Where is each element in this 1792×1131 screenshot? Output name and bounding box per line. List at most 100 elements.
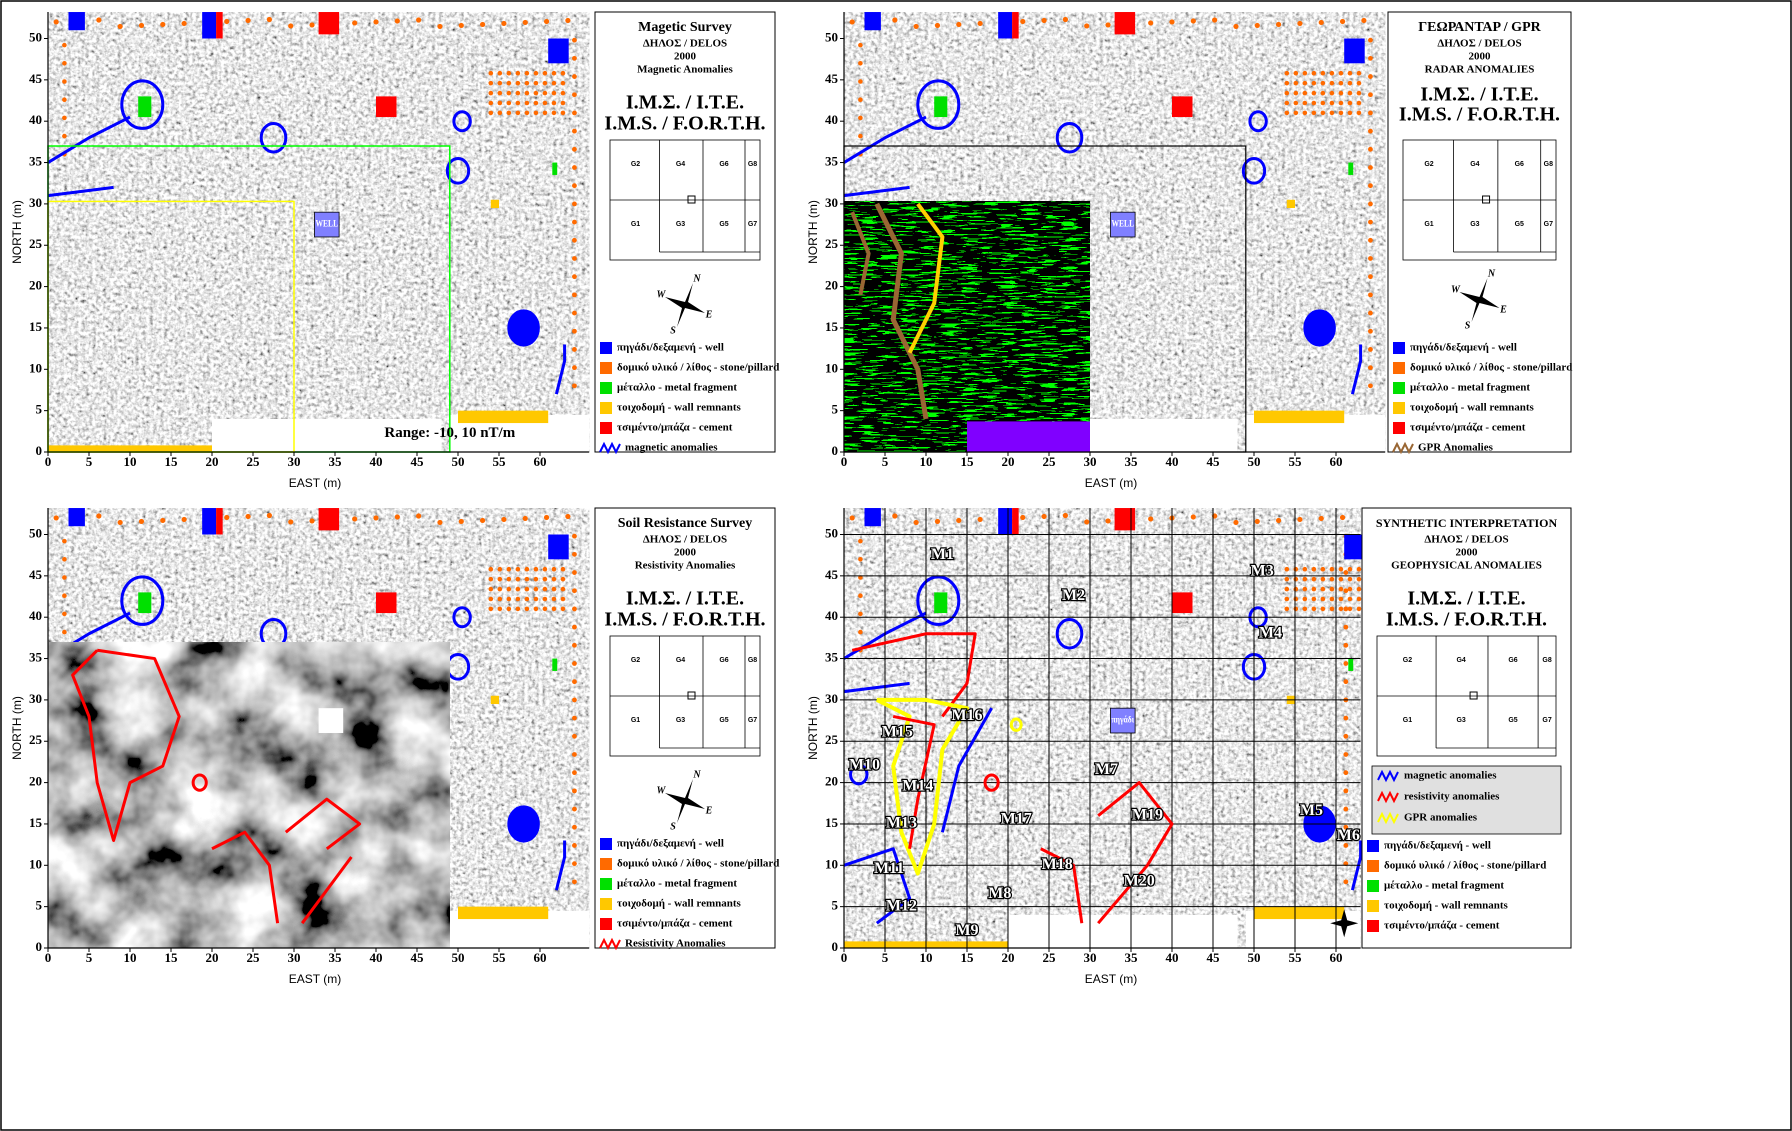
x-tick-label: 40 bbox=[370, 454, 383, 469]
x-tick-label: 10 bbox=[124, 950, 137, 965]
stone-marker bbox=[1311, 110, 1317, 116]
stone-marker bbox=[488, 566, 494, 572]
legend-swatch bbox=[600, 422, 612, 434]
y-axis-label: NORTH (m) bbox=[10, 696, 24, 760]
legend-line-swatch bbox=[1377, 790, 1399, 804]
stone-marker bbox=[1329, 70, 1335, 76]
anomaly-line bbox=[211, 830, 280, 924]
legend-title: 2000 bbox=[674, 547, 697, 559]
well-marker bbox=[68, 508, 85, 527]
legend-box bbox=[1361, 507, 1572, 949]
stone-marker bbox=[515, 576, 521, 582]
stone-marker bbox=[1233, 519, 1239, 526]
stone-marker bbox=[551, 100, 557, 106]
x-tick-label: 30 bbox=[1084, 454, 1097, 469]
stone-marker bbox=[572, 110, 577, 116]
wall-marker bbox=[490, 695, 499, 705]
stone-marker bbox=[1311, 70, 1317, 76]
stone-marker bbox=[533, 80, 539, 86]
well-circle bbox=[507, 805, 540, 843]
legend-title: GEOPHYSICAL ANOMALIES bbox=[1391, 560, 1542, 572]
grid-label: G2 bbox=[1424, 161, 1433, 168]
anomaly-line bbox=[892, 714, 936, 850]
stone-marker bbox=[1368, 219, 1373, 225]
grid-label: G1 bbox=[1403, 717, 1412, 724]
stone-marker bbox=[1347, 596, 1353, 602]
legend-label: μέταλλο - metal fragment bbox=[617, 878, 737, 890]
well-circle bbox=[452, 606, 472, 629]
stone-marker bbox=[1343, 824, 1349, 830]
stone-marker bbox=[1343, 588, 1349, 594]
legend-label: τσιμέντο/μπάζα - cement bbox=[1410, 422, 1526, 434]
stone-marker bbox=[1320, 80, 1326, 86]
stone-marker bbox=[288, 23, 294, 29]
stone-marker bbox=[1190, 18, 1196, 24]
stone-marker bbox=[1368, 110, 1373, 116]
stone-marker bbox=[1338, 586, 1344, 592]
y-tick-label: 35 bbox=[29, 154, 43, 169]
legend-title: ΔΗΛΟΣ / DELOS bbox=[643, 534, 727, 546]
stone-marker bbox=[1343, 624, 1349, 630]
stone-marker bbox=[62, 42, 67, 48]
stone-marker bbox=[1356, 110, 1362, 116]
stone-marker bbox=[1320, 90, 1326, 96]
x-tick-label: 35 bbox=[329, 454, 343, 469]
stone-marker bbox=[1329, 80, 1335, 86]
legend-title: Resistivity Anomalies bbox=[635, 560, 736, 572]
map-panel: πηγάδι M1 M2 M3 M4 M5 M6 M7 M8 M9 M10 M11 M12 M13 M14 M… bbox=[806, 507, 1572, 986]
well-circle bbox=[916, 79, 961, 130]
stone-marker bbox=[572, 661, 577, 666]
x-tick-label: 50 bbox=[1248, 950, 1261, 965]
range-annotation: Range: -10, 10 nT/m bbox=[384, 425, 515, 441]
legend-title: Magnetic Anomalies bbox=[637, 64, 733, 76]
stone-marker bbox=[488, 606, 494, 612]
y-tick-label: 50 bbox=[825, 525, 838, 540]
x-tick-label: 10 bbox=[920, 950, 933, 965]
unsurveyed-area bbox=[1008, 914, 1238, 948]
stone-marker bbox=[1302, 566, 1308, 572]
y-tick-label: 40 bbox=[825, 608, 838, 623]
y-tick-label: 15 bbox=[825, 815, 839, 830]
grid-label: G2 bbox=[1403, 657, 1412, 664]
legend-title: ΓΕΩΡΑΝΤΑΡ / GPR bbox=[1418, 20, 1541, 35]
anomaly-line bbox=[284, 797, 362, 850]
stone-marker bbox=[1368, 92, 1373, 98]
legend-label: μέταλλο - metal fragment bbox=[617, 382, 737, 394]
stone-marker bbox=[934, 22, 941, 29]
legend-line-swatch bbox=[1377, 769, 1399, 783]
wall-marker bbox=[490, 199, 499, 209]
grid-label: G5 bbox=[719, 717, 728, 724]
stone-marker bbox=[1343, 752, 1349, 757]
stone-marker bbox=[497, 576, 503, 582]
stone-marker bbox=[1343, 606, 1349, 612]
stone-marker bbox=[1347, 90, 1353, 96]
stone-marker bbox=[245, 17, 251, 24]
stone-marker bbox=[858, 97, 863, 102]
stone-marker bbox=[1320, 566, 1326, 572]
stone-marker bbox=[551, 606, 557, 612]
stone-marker bbox=[62, 593, 67, 598]
stone-marker bbox=[572, 697, 577, 703]
stone-marker bbox=[1293, 70, 1299, 76]
stone-marker bbox=[62, 575, 67, 580]
stone-marker bbox=[1338, 606, 1344, 612]
stone-marker bbox=[533, 606, 539, 612]
anomaly-line bbox=[850, 211, 871, 296]
anomaly-label: M5 bbox=[1300, 802, 1323, 819]
metal-marker bbox=[138, 592, 152, 614]
stone-marker bbox=[1356, 596, 1362, 602]
stone-marker bbox=[560, 576, 566, 582]
legend-label: resistivity anomalies bbox=[1404, 791, 1500, 803]
stone-marker bbox=[1329, 90, 1335, 96]
stone-marker bbox=[1368, 74, 1373, 79]
stone-marker bbox=[1356, 90, 1362, 96]
legend-label: τσιμέντο/μπάζα - cement bbox=[617, 918, 733, 930]
y-axis-label: NORTH (m) bbox=[10, 200, 24, 264]
stone-marker bbox=[565, 513, 571, 520]
stone-marker bbox=[551, 566, 557, 572]
y-tick-label: 15 bbox=[29, 815, 43, 830]
stone-marker bbox=[551, 90, 557, 96]
stone-marker bbox=[572, 347, 577, 352]
stone-marker bbox=[524, 596, 530, 602]
